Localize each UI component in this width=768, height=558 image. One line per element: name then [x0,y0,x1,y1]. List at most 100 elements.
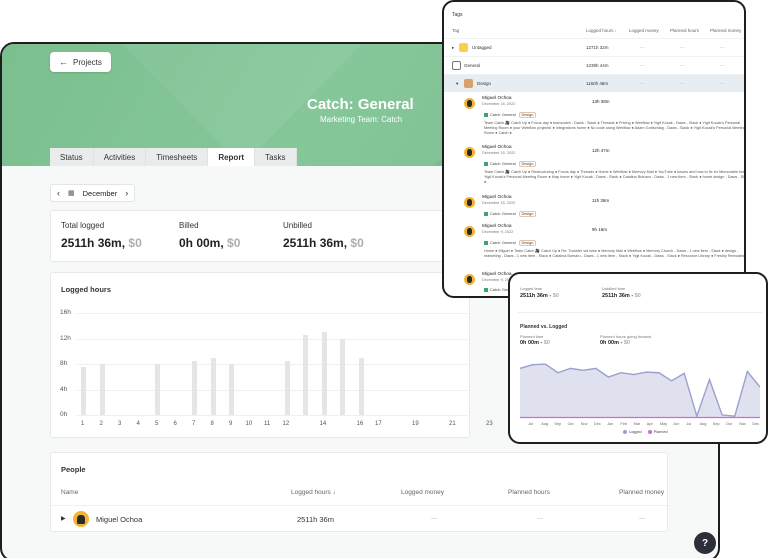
tab-timesheets[interactable]: Timesheets [146,148,209,166]
time-entry[interactable]: Miguel Ochoa December 9, 2022 9h 16m Cat… [464,224,744,270]
x-tick-label: 9 [229,421,233,427]
x-tick-label: 7 [192,421,196,427]
project-color-icon [484,162,488,166]
total-logged-hours: 2511h 36m, [61,236,126,250]
grid-line [77,389,467,391]
tag-money: — [640,81,645,86]
time-entry[interactable]: Miguel Ochoa December 15, 2022 11h 36m C… [464,195,744,219]
column-planned-money[interactable]: Planned money [619,489,665,496]
entry-project: Catch: General [490,162,516,166]
tag-row-untagged[interactable]: ▸ Untagged 1271h 32m — — — [444,38,744,56]
help-button[interactable]: ? [694,532,716,554]
entry-person: Miguel Ochoa [482,96,512,101]
clipboard-icon [452,61,461,70]
column-name[interactable]: Name [61,489,79,496]
x-tick-label: May [660,422,668,426]
planned-time-value: 0h 00m - $0 [520,340,550,346]
calendar-icon: ▦ [68,190,75,197]
logged-time-money: $0 [552,293,559,299]
person-planned-hours: — [537,516,543,522]
expand-caret-icon[interactable]: ▸ [452,45,455,50]
y-tick-label: 12h [60,334,71,342]
entry-time: 13h 38m [592,99,610,104]
expand-caret-icon[interactable]: ▶ [61,516,66,522]
chart-bar[interactable] [229,364,234,415]
total-unbilled: Unbilled 2511h 36m, $0 [283,221,364,250]
chart-bar[interactable] [340,338,345,415]
total-logged-money: $0 [128,236,142,250]
avatar [464,147,475,158]
chart-bar[interactable] [210,357,216,415]
x-tick-label: Sep [554,422,562,426]
column-logged-hours[interactable]: Logged hours ↓ [291,489,336,496]
entry-tag-pill: Design [518,211,537,217]
planned-vs-logged-title: Planned vs. Logged [520,324,568,330]
entry-tag-pill: Design [518,240,537,246]
time-entry[interactable]: Miguel Ochoa December 15, 2022 12h 47m C… [464,145,744,191]
tab-status[interactable]: Status [50,148,94,166]
y-tick-label: 0h [60,411,68,418]
person-planned-money: — [639,516,645,522]
time-entry[interactable]: Miguel Ochoa December 16, 2022 13h 38m C… [464,96,744,142]
column-planned-hours[interactable]: Planned hours [508,489,550,496]
column-tag[interactable]: Tag [452,28,460,33]
unbilled-label: Unbilled [283,221,312,230]
chevron-right-icon[interactable]: › [125,188,129,198]
x-tick-label: Nov [739,422,746,426]
tags-title: Tags [452,12,463,18]
column-planned-money[interactable]: Planned money [710,28,742,33]
chart-bar[interactable] [358,357,364,415]
chevron-left-icon[interactable]: ‹ [57,188,60,198]
billed-label: Billed [179,221,199,230]
chart-bar[interactable] [192,360,197,415]
x-tick-label: Sep [712,422,720,426]
x-tick-label: 4 [136,421,140,427]
x-tick-label: 14 [319,421,327,427]
column-logged-money[interactable]: Logged money [401,489,445,496]
total-logged: Total logged 2511h 36m, $0 [61,221,142,250]
chart-bar[interactable] [99,364,105,415]
logged-time-label: Logged time [520,286,543,291]
chart-bar[interactable] [155,364,160,415]
tag-name: Design [477,81,492,86]
entry-date: December 15, 2022 [482,201,516,205]
legend-dot-icon [647,430,652,434]
legend-logged: Logged [623,430,642,434]
tab-activities[interactable]: Activities [93,148,147,166]
chart-bar[interactable] [284,360,290,415]
legend-logged-label: Logged [629,430,642,434]
chart-bar[interactable] [303,335,308,415]
logged-line [520,363,760,419]
chart-bar[interactable] [81,367,86,415]
avatar [464,226,475,237]
tag-planned-money: — [720,45,725,50]
tab-tasks[interactable]: Tasks [255,148,297,166]
table-row[interactable]: ▶ Miguel Ochoa 2511h 36m — — — [51,505,667,531]
unbilled-hours: 2511h 36m, [283,236,348,250]
column-logged-money[interactable]: Logged money [629,28,659,33]
time-entry[interactable]: Miguel Ochoa December 9, 2022 Catch: Gen [464,272,744,296]
entry-person: Miguel Ochoa [482,195,512,200]
x-tick-label: Aug [541,422,548,426]
project-tabs: Status Activities Timesheets Report Task… [50,148,297,166]
avatar [464,98,475,109]
month-label[interactable]: December [82,188,118,198]
design-tag-icon [464,79,473,88]
planned-going-money: $0 [623,340,630,346]
back-to-projects-button[interactable]: ← Projects [50,52,111,72]
billed-money: $0 [227,236,241,250]
x-tick-label: Jan [607,422,614,426]
x-tick-label: 17 [375,421,382,427]
tag-hours: 1271h 32m [586,45,609,50]
tag-row-general[interactable]: General 1239h 44m — — — [444,56,744,74]
tab-report[interactable]: Report [208,148,256,166]
chart-bar[interactable] [321,332,327,415]
collapse-caret-icon[interactable]: ▾ [456,81,459,86]
tag-row-design[interactable]: ▾ Design 1160h 48m — — — [444,74,744,92]
column-planned-hours[interactable]: Planned hours [670,28,700,33]
project-color-icon [484,113,488,117]
column-logged-hours[interactable]: Logged hours ↓ [586,28,618,33]
person-name[interactable]: Miguel Ochoa [96,515,143,524]
project-color-icon [484,241,488,245]
